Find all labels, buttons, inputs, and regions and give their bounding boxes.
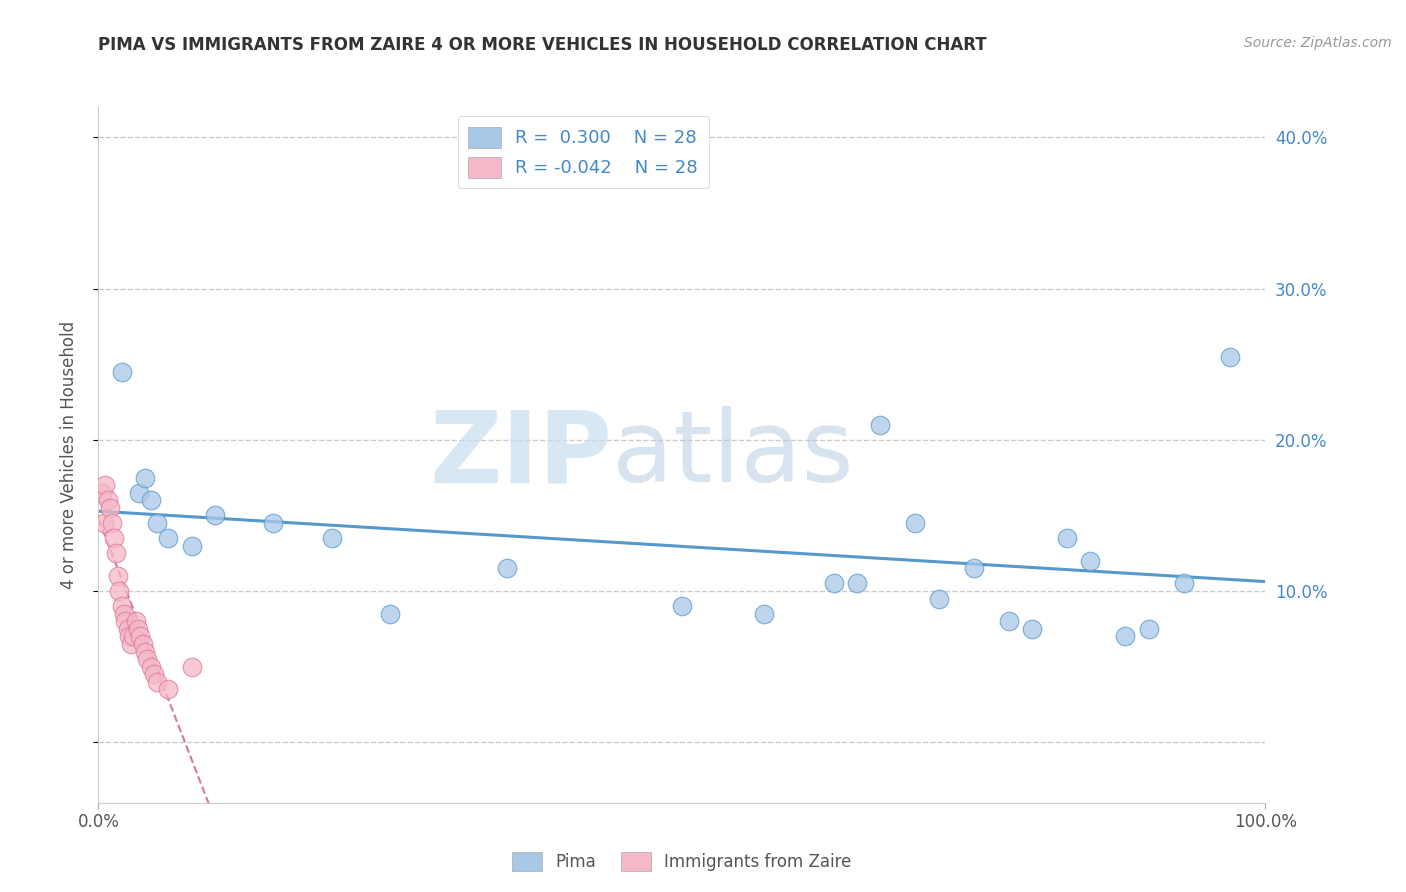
Text: Source: ZipAtlas.com: Source: ZipAtlas.com (1244, 36, 1392, 50)
Point (997, 615, 1019, 629)
Point (94, 478, 117, 492)
Point (495, 561, 517, 575)
Point (97, 493, 120, 508)
Point (143, 667, 166, 681)
Point (134, 470, 156, 484)
Point (671, 599, 693, 614)
Point (111, 599, 134, 614)
Point (127, 622, 149, 636)
Point (93, 516, 115, 530)
Text: PIMA VS IMMIGRANTS FROM ZAIRE 4 OR MORE VEHICLES IN HOUSEHOLD CORRELATION CHART: PIMA VS IMMIGRANTS FROM ZAIRE 4 OR MORE … (98, 36, 987, 54)
Point (1080, 554, 1102, 568)
Point (117, 622, 139, 636)
Point (103, 531, 125, 545)
Point (118, 629, 141, 643)
Point (1021, 622, 1043, 636)
Point (1173, 576, 1195, 591)
Text: atlas: atlas (612, 407, 853, 503)
Point (1137, 622, 1160, 636)
Point (146, 516, 169, 530)
Text: ZIP: ZIP (429, 407, 612, 503)
Point (120, 637, 142, 651)
Point (104, 546, 127, 560)
Point (114, 615, 136, 629)
Point (108, 584, 131, 599)
Point (112, 607, 135, 621)
Point (134, 644, 156, 658)
Point (129, 629, 152, 643)
Point (262, 516, 284, 530)
Point (180, 659, 202, 673)
Point (321, 531, 343, 545)
Point (180, 539, 202, 553)
Point (125, 615, 148, 629)
Point (1114, 629, 1136, 643)
Point (823, 576, 845, 591)
Point (98, 500, 121, 515)
Point (132, 637, 155, 651)
Point (378, 607, 402, 621)
Point (204, 508, 226, 523)
Point (101, 516, 124, 530)
Point (136, 652, 159, 666)
Point (869, 417, 891, 432)
Point (90, 485, 112, 500)
Legend: Pima, Immigrants from Zaire: Pima, Immigrants from Zaire (505, 846, 859, 878)
Point (122, 629, 145, 643)
Point (846, 576, 869, 591)
Y-axis label: 4 or more Vehicles in Household: 4 or more Vehicles in Household (59, 321, 77, 589)
Point (157, 682, 180, 697)
Point (128, 485, 150, 500)
Point (111, 365, 134, 379)
Point (752, 607, 775, 621)
Point (107, 569, 129, 583)
Point (139, 493, 162, 508)
Point (1219, 350, 1241, 364)
Point (157, 531, 180, 545)
Point (139, 659, 162, 673)
Point (962, 561, 984, 575)
Point (928, 591, 950, 606)
Point (1056, 531, 1078, 545)
Point (904, 516, 927, 530)
Point (146, 674, 169, 689)
